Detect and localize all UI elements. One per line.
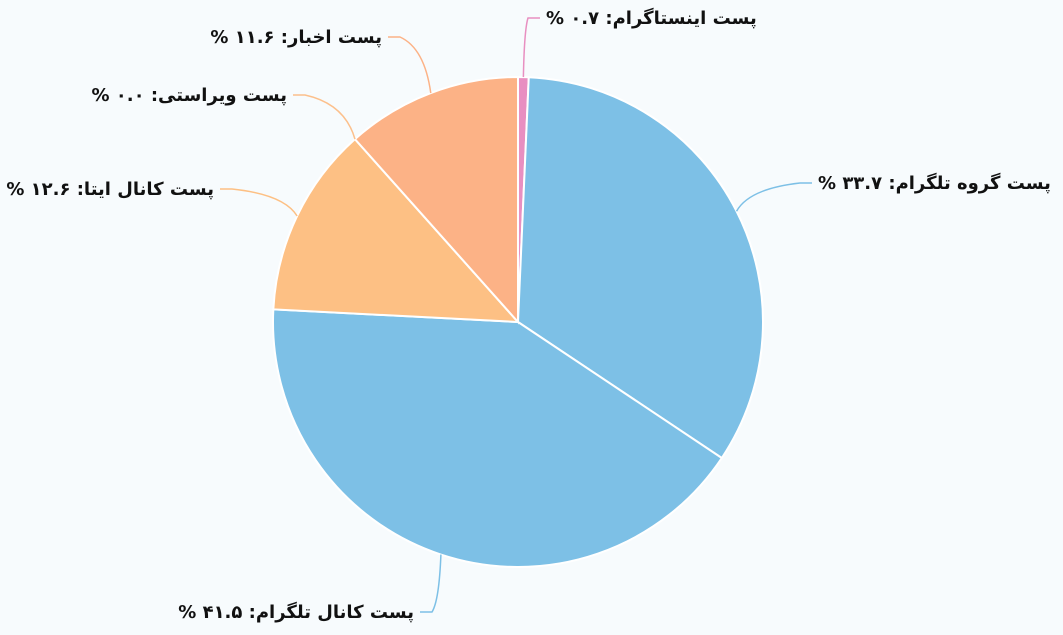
leader-line: [293, 94, 356, 140]
pie-slice: [353, 75, 519, 325]
leader-line: [735, 182, 812, 212]
data-label: پست اخبار: ۱۱.۶ %: [210, 27, 382, 48]
leader-line: [388, 36, 432, 94]
data-label: پست کانال تلگرام: ۴۱.۵ %: [178, 601, 414, 623]
pie-slice: [272, 137, 521, 324]
pie-slice: [272, 308, 724, 568]
leader-line: [220, 188, 298, 217]
data-label: پست ویراستی: ۰.۰ %: [91, 85, 287, 106]
data-label: پست گروه تلگرام: ۳۳.۷ %: [818, 172, 1051, 194]
leader-line: [420, 554, 442, 613]
data-label: پست اینستاگرام: ۰.۷ %: [546, 7, 757, 29]
leader-line: [522, 17, 540, 78]
data-label: پست کانال ایتا: ۱۲.۶ %: [6, 179, 214, 200]
